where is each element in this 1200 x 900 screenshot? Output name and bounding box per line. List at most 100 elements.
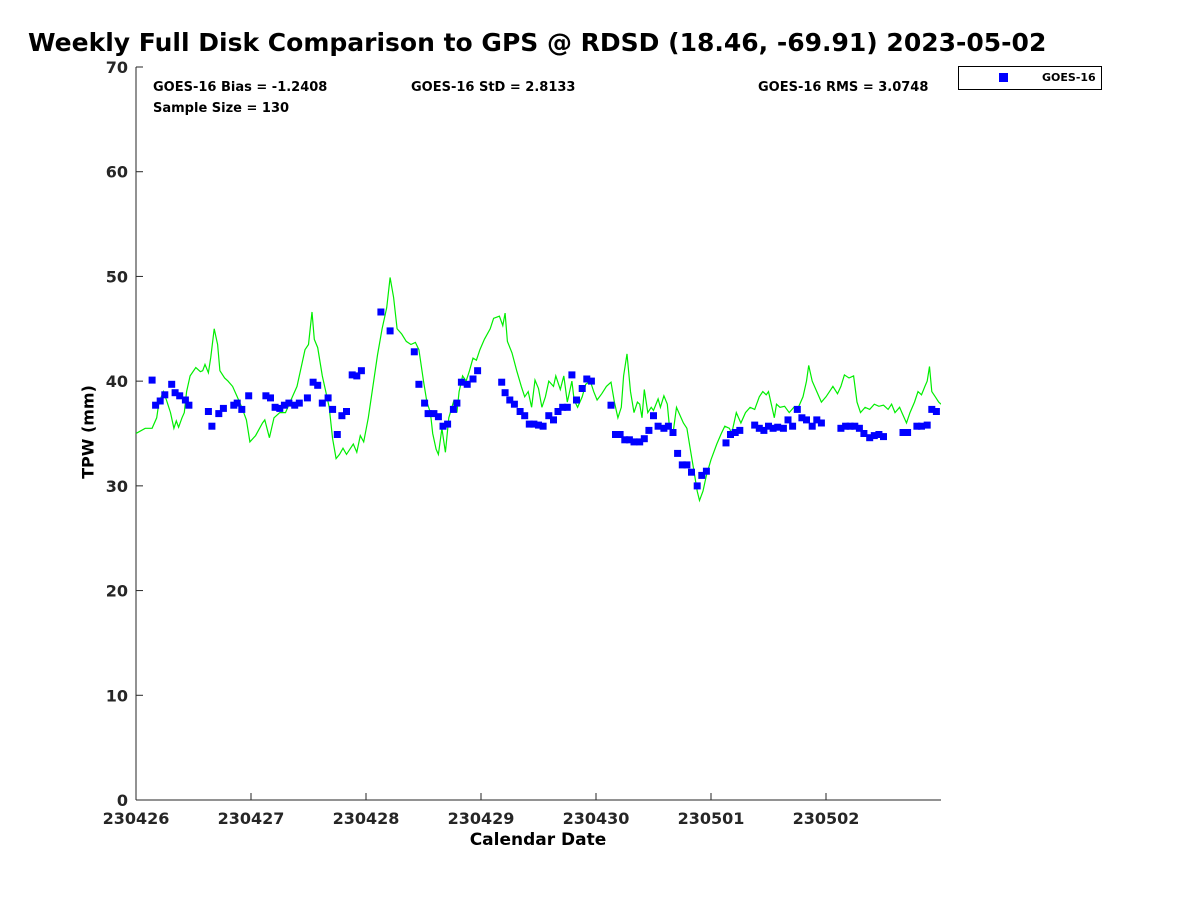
goes16-point (842, 422, 850, 430)
goes16-point (215, 410, 223, 418)
goes16-point (439, 422, 447, 430)
axes: 0 10 20 30 40 50 60 70 230426 230427 230428 230429 2… (103, 58, 941, 828)
goes16-point (501, 389, 509, 397)
goes16-point (837, 424, 845, 432)
goes16-point (353, 372, 361, 380)
sample-size-stat: Sample Size = 130 (153, 101, 290, 116)
goes16-point (784, 416, 792, 424)
goes16-point (156, 397, 164, 405)
goes16-point (769, 424, 777, 432)
goes16-point (469, 375, 477, 383)
goes16-point (855, 424, 863, 432)
x-axis-label: Calendar Date (469, 830, 607, 850)
goes16-point (410, 348, 418, 356)
goes16-point (474, 367, 482, 375)
goes16-point (262, 392, 270, 400)
goes16-point (434, 413, 442, 421)
goes16-point (521, 412, 529, 420)
y-tick-label: 50 (106, 267, 128, 286)
goes16-point (204, 408, 212, 415)
goes16-point (357, 367, 365, 375)
goes16-point (817, 419, 825, 427)
goes16-point (245, 392, 253, 400)
goes16-point (755, 424, 763, 432)
goes16-point (309, 378, 317, 386)
goes16-point (803, 416, 810, 424)
goes16-point (510, 400, 518, 408)
goes16-point (318, 399, 326, 407)
goes16-point (621, 436, 629, 444)
y-tick-label: 0 (117, 791, 128, 810)
goes16-series (148, 308, 940, 490)
goes16-point (774, 423, 782, 431)
goes16-point (654, 422, 662, 430)
goes16-point (573, 396, 580, 404)
goes16-point (860, 430, 868, 437)
goes16-point (693, 482, 701, 490)
goes16-point (498, 378, 506, 386)
goes16-point (208, 422, 216, 430)
goes16-point (267, 394, 274, 402)
y-tick-label: 60 (106, 163, 128, 182)
goes16-point (168, 380, 176, 388)
goes16-point (171, 389, 179, 397)
y-tick-label: 10 (106, 686, 128, 705)
goes16-point (702, 467, 710, 475)
goes16-point (516, 408, 524, 415)
y-tick-label: 70 (106, 58, 128, 77)
goes16-point (683, 461, 691, 469)
goes16-point (808, 422, 816, 430)
goes16-point (276, 404, 284, 412)
std-stat: GOES-16 StD = 2.8133 (411, 80, 576, 95)
goes16-point (578, 385, 586, 392)
goes16-point (866, 434, 874, 442)
goes16-point (185, 401, 193, 409)
goes16-point (421, 399, 429, 407)
goes16-point (688, 468, 695, 476)
goes16-point (550, 416, 557, 424)
goes16-point (789, 422, 797, 430)
x-tick-label: 230427 (218, 809, 285, 828)
goes16-point (303, 394, 311, 402)
goes16-point (233, 399, 241, 407)
goes16-point (444, 420, 452, 428)
goes16-point (333, 431, 341, 438)
goes16-point (559, 403, 567, 411)
gps-series (136, 277, 941, 503)
goes16-point (348, 371, 356, 379)
goes16-point (918, 422, 925, 430)
goes16-point (640, 435, 648, 443)
goes16-point (607, 401, 615, 409)
goes16-point (616, 431, 624, 438)
goes16-point (899, 429, 907, 436)
goes16-point (779, 424, 787, 432)
goes16-point (176, 392, 184, 400)
goes16-point (612, 431, 619, 438)
legend-marker-icon (999, 73, 1008, 82)
goes16-point (875, 431, 883, 438)
goes16-point (913, 422, 921, 430)
goes16-point (563, 403, 571, 411)
goes16-point (736, 426, 744, 434)
goes16-point (798, 414, 806, 422)
goes16-point (760, 426, 768, 434)
goes16-point (386, 327, 394, 335)
goes16-point (148, 376, 156, 384)
goes16-point (674, 449, 682, 457)
goes16-point (238, 405, 246, 413)
goes16-point (545, 412, 553, 420)
goes16-point (731, 429, 739, 436)
goes16-point (751, 421, 759, 429)
goes16-point (430, 410, 438, 418)
goes16-point (343, 408, 350, 415)
goes16-point (765, 422, 772, 430)
goes16-point (463, 380, 471, 388)
goes16-point (530, 420, 538, 428)
goes16-point (285, 399, 293, 407)
x-tick-label: 230428 (333, 809, 400, 828)
goes16-point (583, 375, 591, 383)
goes16-point (219, 404, 227, 412)
goes16-point (295, 399, 303, 407)
goes16-point (338, 412, 346, 420)
